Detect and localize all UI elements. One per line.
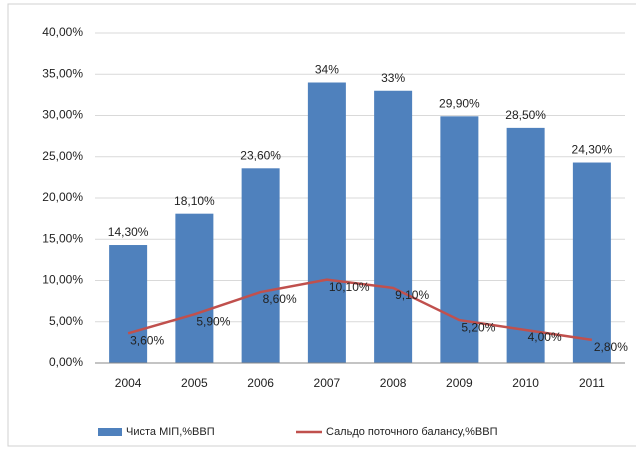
bar-value-label: 29,90% [439,96,480,110]
x-tick-label: 2011 [579,376,605,390]
y-tick-label: 25,00% [42,149,83,163]
bar-value-label: 34% [315,63,339,77]
bar-value-label: 18,10% [174,194,215,208]
line-value-label: 9,10% [395,288,429,302]
legend-swatch [98,428,122,436]
x-tick-label: 2007 [314,376,341,390]
bar [506,127,545,363]
line-value-label: 10,10% [329,280,370,294]
line-value-label: 8,60% [263,292,297,306]
y-tick-label: 20,00% [42,190,83,204]
bar [572,162,611,363]
x-tick-label: 2004 [115,376,142,390]
line-value-label: 4,00% [528,330,562,344]
bar [307,82,346,363]
x-tick-label: 2010 [512,376,539,390]
bar [109,245,148,363]
y-tick-label: 15,00% [42,231,83,245]
x-tick-label: 2009 [446,376,473,390]
bar-value-label: 23,60% [240,148,281,162]
line [127,278,593,342]
line-value-label: 5,90% [196,314,230,328]
bar [374,90,413,363]
line-value-label: 2,80% [594,340,628,354]
y-tick-label: 30,00% [42,108,83,122]
line-value-label: 5,20% [461,320,495,334]
bar-value-label: 14,30% [108,225,149,239]
legend-label: Чиста МІП,%ВВП [126,426,215,438]
x-tick-label: 2008 [380,376,407,390]
y-tick-label: 35,00% [42,66,83,80]
y-tick-label: 5,00% [49,314,83,328]
legend-label: Сальдо поточного балансу,%ВВП [326,426,498,438]
bar [241,168,280,363]
y-tick-label: 40,00% [42,25,83,39]
y-tick-label: 10,00% [42,273,83,287]
bar [175,213,214,363]
y-tick-label: 0,00% [49,355,83,369]
line-value-label: 3,60% [130,333,164,347]
bar-value-label: 24,30% [572,143,613,157]
x-tick-label: 2006 [247,376,274,390]
bar-value-label: 33% [381,71,405,85]
bar-value-label: 28,50% [505,108,546,122]
x-tick-label: 2005 [181,376,208,390]
